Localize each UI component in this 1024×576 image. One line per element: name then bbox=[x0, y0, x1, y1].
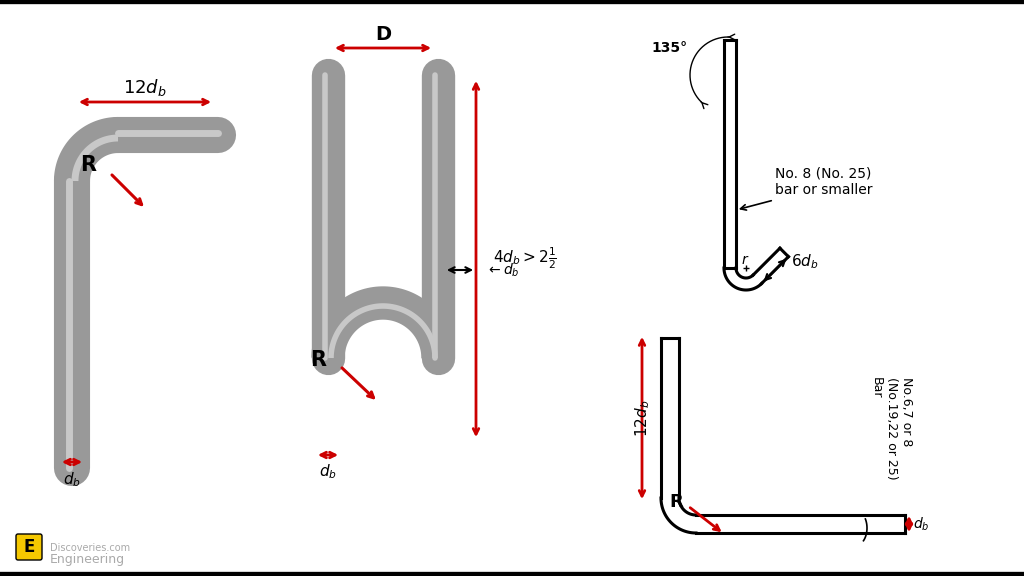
Text: 135°: 135° bbox=[652, 41, 688, 55]
Text: D: D bbox=[375, 25, 391, 44]
Text: $12d_b$: $12d_b$ bbox=[633, 399, 652, 437]
Text: $d_b$: $d_b$ bbox=[319, 463, 337, 482]
Text: R: R bbox=[310, 350, 326, 370]
Text: r: r bbox=[741, 253, 746, 267]
Text: Discoveries.com: Discoveries.com bbox=[50, 543, 130, 553]
Text: $6d_b$: $6d_b$ bbox=[791, 253, 818, 271]
Text: $d_b$: $d_b$ bbox=[63, 471, 81, 490]
Text: R: R bbox=[669, 493, 683, 511]
Text: $12d_b$: $12d_b$ bbox=[123, 78, 167, 98]
Text: E: E bbox=[24, 538, 35, 556]
Text: R: R bbox=[80, 155, 96, 175]
Text: No.6,7 or 8
(No.19,22 or 25)
Bar: No.6,7 or 8 (No.19,22 or 25) Bar bbox=[870, 377, 913, 479]
Text: $d_b$: $d_b$ bbox=[913, 516, 930, 533]
Text: $\leftarrow d_b$: $\leftarrow d_b$ bbox=[486, 262, 519, 279]
Text: Engineering: Engineering bbox=[50, 554, 125, 567]
FancyBboxPatch shape bbox=[16, 534, 42, 560]
Text: No. 8 (No. 25)
bar or smaller: No. 8 (No. 25) bar or smaller bbox=[775, 167, 872, 197]
Text: $4d_b > 2\frac{1}{2}$: $4d_b > 2\frac{1}{2}$ bbox=[493, 245, 557, 271]
